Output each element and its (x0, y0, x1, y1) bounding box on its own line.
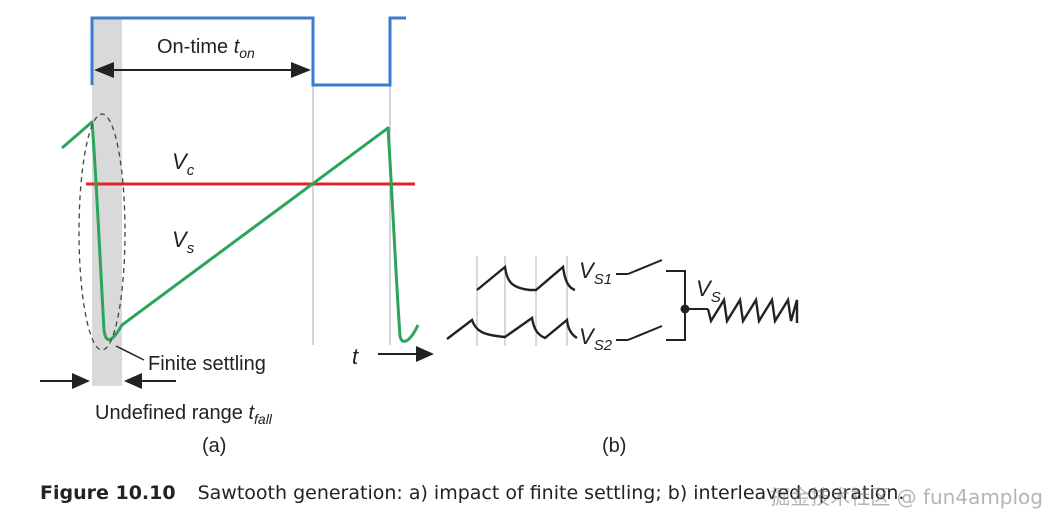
figure-caption: Figure 10.10 Sawtooth generation: a) impa… (40, 482, 904, 504)
on-time-arrowhead-right (291, 62, 311, 78)
vs2-label: VS2 (579, 324, 613, 354)
time-axis-arrowhead (416, 346, 434, 362)
tfall-arrowhead-right (124, 373, 142, 389)
finite-settling-pointer (115, 345, 145, 361)
sawtooth-vs-waveform (61, 120, 420, 343)
undefined-range-label: Undefined range tfall (95, 402, 273, 427)
finite-settling-label: Finite settling (148, 353, 266, 375)
figure-caption-text: Sawtooth generation: a) impact of finite… (197, 482, 905, 504)
vs1-waveform (476, 264, 576, 292)
settling-highlight-ellipse (78, 113, 126, 351)
panel-b-label: (b) (602, 435, 626, 457)
vs-output-label: VS (696, 276, 721, 306)
switch1-blade (627, 259, 663, 275)
vs1-label: VS1 (579, 258, 612, 288)
clock-waveform (90, 16, 406, 87)
interleaved-diagram: VS1 VS2 VS (446, 256, 799, 354)
figure-number: Figure 10.10 (40, 482, 176, 504)
switch2-blade (627, 325, 663, 341)
vs2-waveform (446, 315, 578, 340)
vc-label: Vc (172, 149, 195, 179)
switch1-output (666, 270, 686, 309)
on-time-arrowhead-left (94, 62, 114, 78)
combined-sawtooth-waveform (706, 296, 799, 325)
watermark: 掘金技术社区 @ fun4amplog (770, 485, 1043, 509)
tfall-arrowhead-left (72, 373, 90, 389)
time-axis-label: t (352, 344, 359, 369)
vs-label: Vs (172, 227, 195, 257)
panel-a-label: (a) (202, 435, 226, 457)
on-time-label: On-time ton (157, 36, 255, 61)
switch2-output (666, 309, 686, 341)
sawtooth-figure: On-time ton Vc Vs Finite settling t Unde… (40, 16, 799, 457)
